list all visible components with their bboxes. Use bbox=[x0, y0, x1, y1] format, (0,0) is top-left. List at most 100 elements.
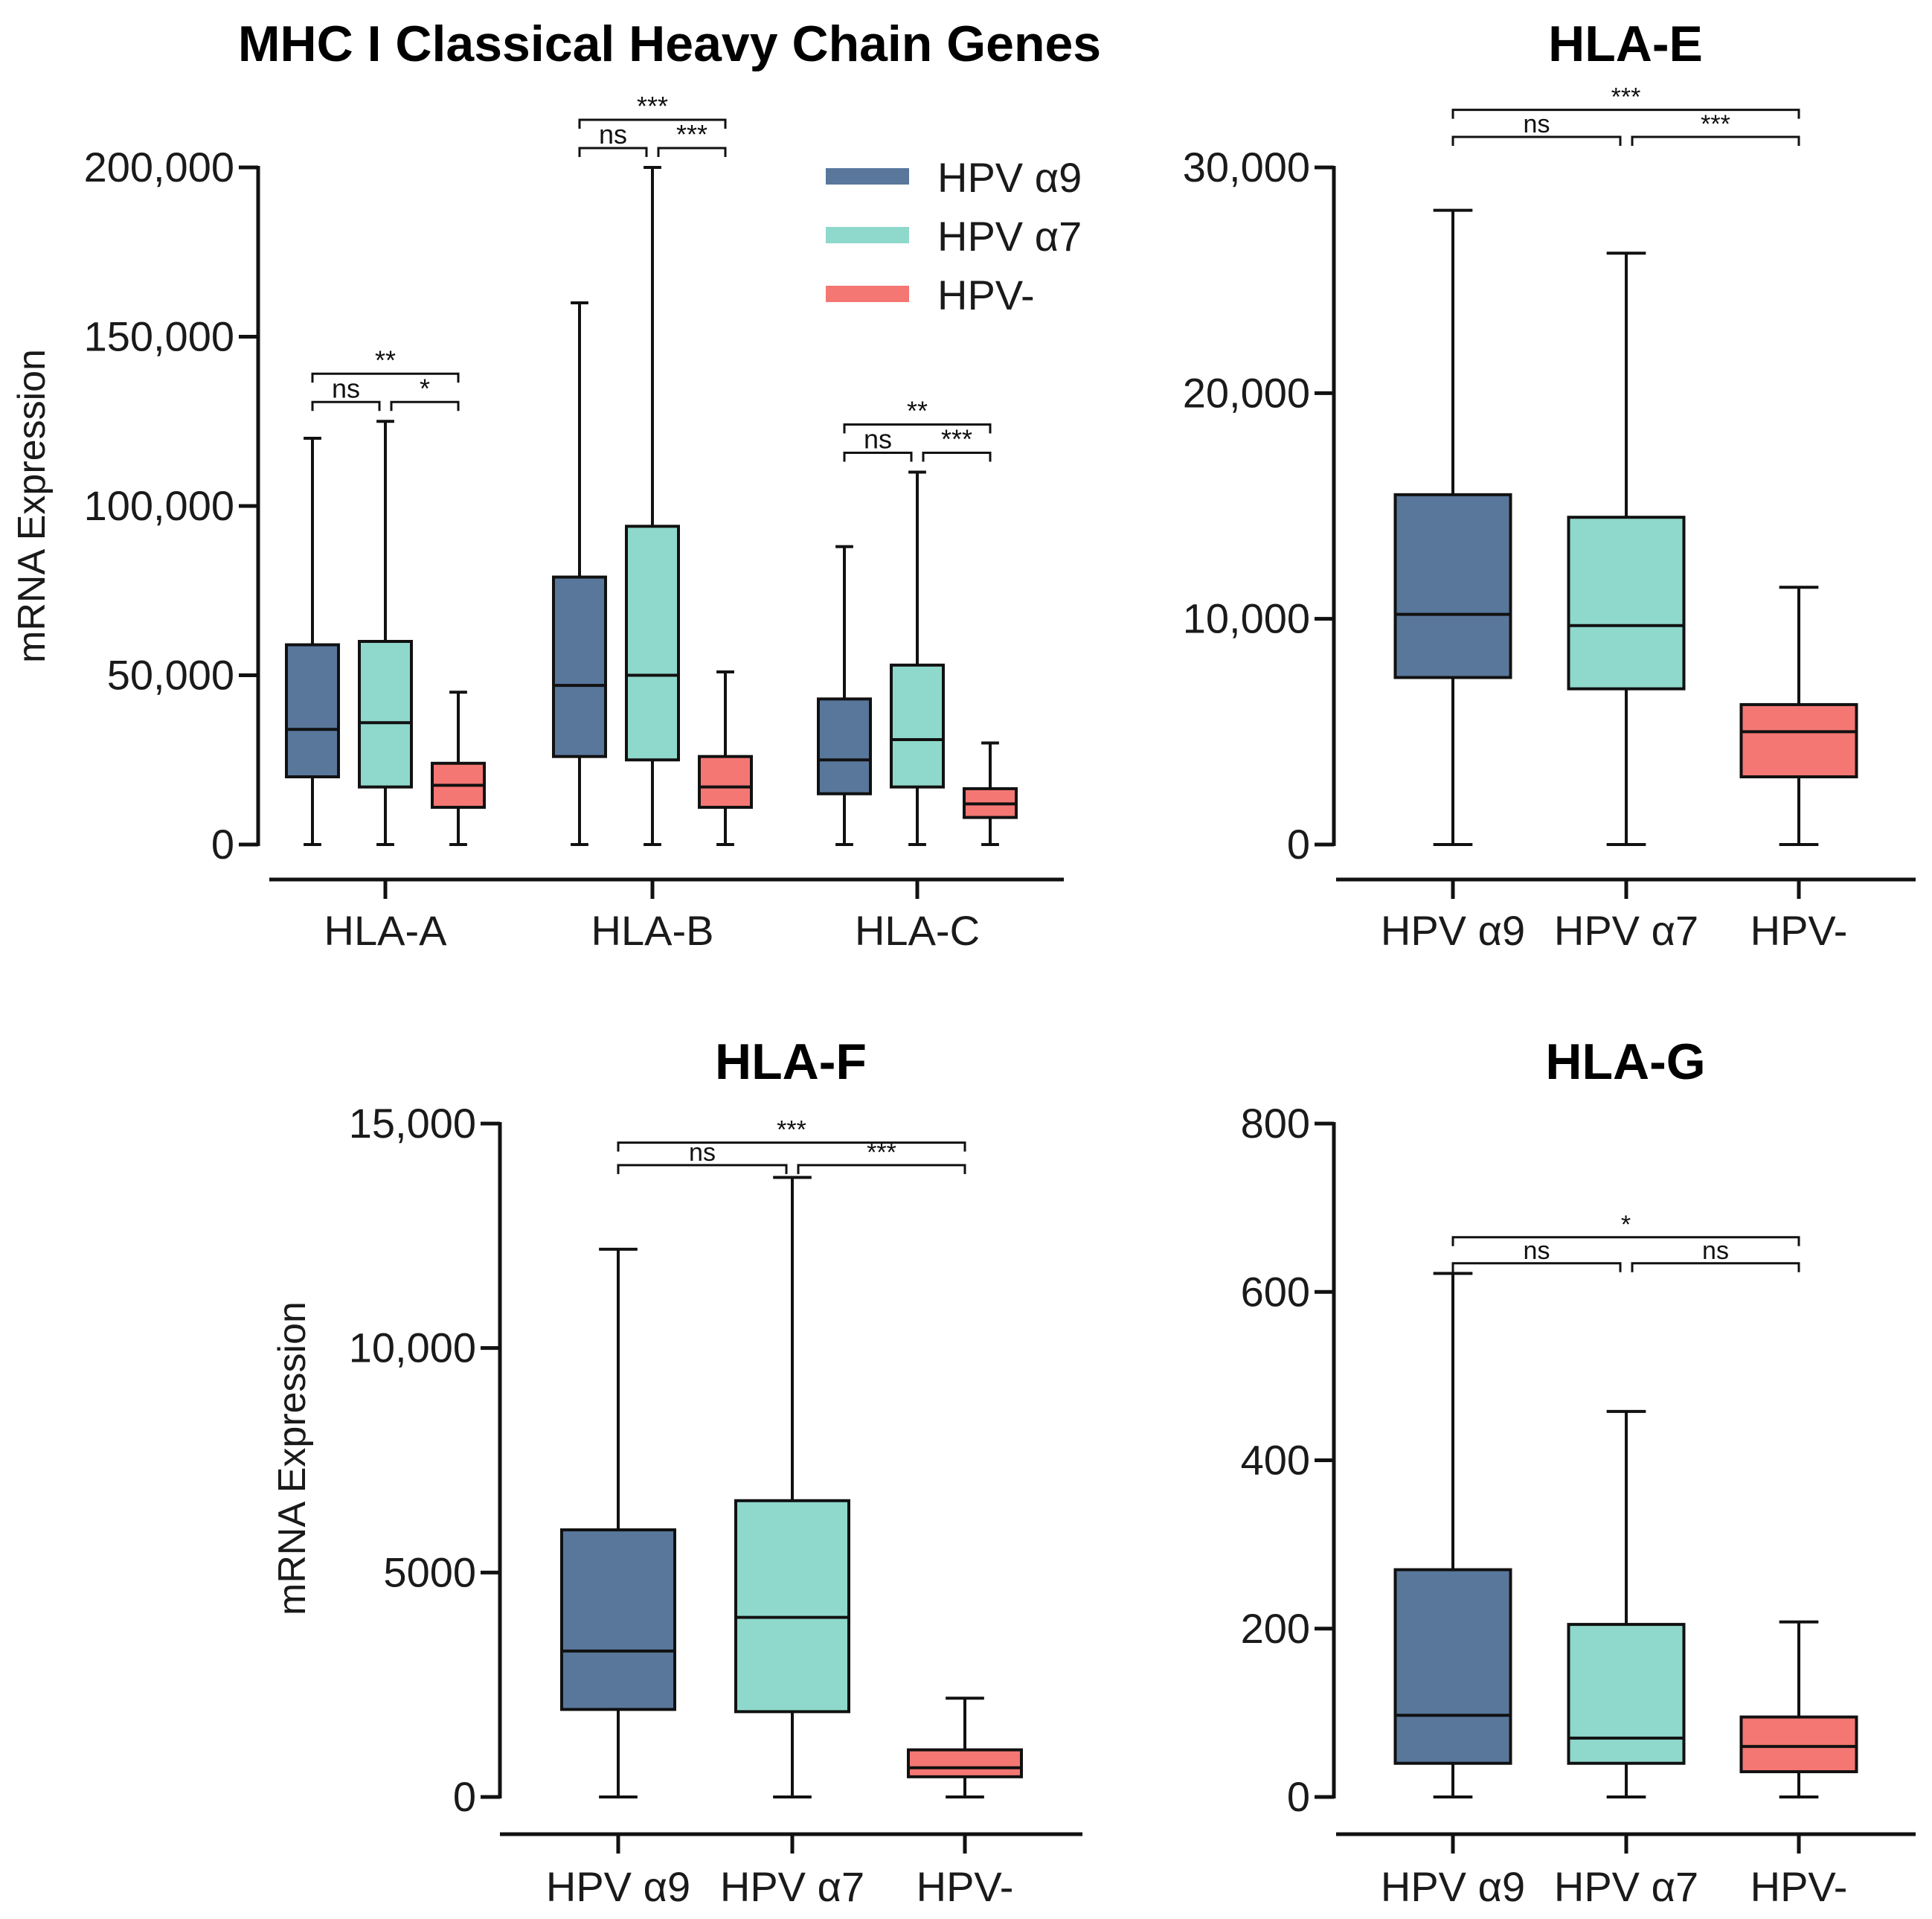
significance-bracket: * bbox=[390, 373, 460, 411]
significance-bracket: * bbox=[1451, 1211, 1800, 1246]
significance-label: ** bbox=[907, 396, 928, 426]
significance-label: ns bbox=[599, 119, 627, 150]
box-0 bbox=[1393, 1272, 1512, 1798]
significance-bracket: *** bbox=[578, 91, 727, 129]
bracket-line bbox=[1451, 109, 1800, 119]
significance-bracket: *** bbox=[657, 119, 727, 157]
panels: MHC I Classical Heavy Chain Genes 0 50,000… bbox=[10, 16, 1916, 1910]
bracket-line bbox=[922, 452, 992, 462]
significance-bracket: *** bbox=[1631, 110, 1800, 147]
y-tick-label: 10,000 bbox=[349, 1324, 476, 1371]
significance-label: ns bbox=[1524, 1237, 1550, 1265]
box-iqr bbox=[1567, 516, 1686, 691]
significance-label: ns bbox=[864, 424, 892, 455]
box-2 bbox=[1739, 586, 1858, 846]
box-iqr bbox=[734, 1499, 850, 1714]
y-tick-label: 5000 bbox=[383, 1548, 476, 1595]
significance-bracket: ** bbox=[843, 396, 992, 434]
box-iqr bbox=[1739, 702, 1858, 779]
y-tick-label: 10,000 bbox=[1183, 595, 1310, 642]
box-iqr bbox=[1393, 1568, 1512, 1765]
y-tick-label: 15,000 bbox=[349, 1100, 476, 1147]
box-iqr bbox=[1567, 1623, 1686, 1765]
significance-label: * bbox=[420, 373, 430, 403]
box-hla-c-1 bbox=[890, 470, 945, 846]
significance-bracket: ns bbox=[311, 373, 381, 411]
box-0 bbox=[560, 1247, 676, 1798]
box-1 bbox=[734, 1176, 850, 1798]
box-iqr bbox=[285, 643, 340, 778]
panel-4: HLA-G 0 200 400 600 800 HPV α9 HPV α7 HPV-ns ns * bbox=[1241, 1034, 1916, 1910]
y-tick-label: 100,000 bbox=[84, 482, 234, 529]
chart-title: HLA-G bbox=[1545, 1034, 1705, 1090]
significance-label: ns bbox=[332, 373, 360, 403]
significance-label: ns bbox=[1702, 1237, 1729, 1265]
significance-label: *** bbox=[777, 1116, 806, 1144]
box-iqr bbox=[358, 640, 413, 789]
x-tick-label: HLA-A bbox=[324, 907, 448, 954]
panel-3: HLA-F 0 5000 10,000 15,000 mRNA Expression HPV… bbox=[271, 1034, 1082, 1910]
significance-label: ns bbox=[1524, 110, 1550, 138]
bracket-line bbox=[1451, 135, 1622, 147]
y-tick-label: 0 bbox=[1287, 821, 1310, 868]
legend-label: HPV α9 bbox=[937, 154, 1082, 201]
bracket-line bbox=[797, 1164, 966, 1174]
y-tick-label: 0 bbox=[453, 1773, 476, 1820]
y-tick-label: 20,000 bbox=[1183, 369, 1310, 416]
box-hla-b-1 bbox=[625, 166, 680, 846]
y-axis-label: mRNA Expression bbox=[10, 349, 54, 663]
y-axis-label: mRNA Expression bbox=[271, 1301, 314, 1615]
significance-label: *** bbox=[637, 91, 668, 121]
significance-bracket: ns bbox=[1631, 1237, 1800, 1272]
y-tick-label: 30,000 bbox=[1183, 144, 1310, 190]
box-iqr bbox=[907, 1748, 1023, 1778]
legend-swatch bbox=[826, 168, 909, 185]
significance-bracket: *** bbox=[1451, 83, 1800, 119]
y-tick-label: 200 bbox=[1241, 1605, 1310, 1652]
box-iqr bbox=[552, 575, 607, 758]
x-tick-label: HPV- bbox=[1750, 1863, 1848, 1910]
bracket-line bbox=[1451, 1262, 1622, 1272]
y-tick-label: 400 bbox=[1241, 1437, 1310, 1484]
y-tick-label: 200,000 bbox=[84, 144, 234, 190]
bracket-line bbox=[578, 147, 648, 157]
legend-item: HPV- bbox=[826, 272, 1035, 318]
x-tick-label: HLA-B bbox=[591, 907, 714, 954]
bracket-line bbox=[617, 1141, 966, 1152]
bracket-line bbox=[843, 423, 992, 434]
significance-label: * bbox=[1621, 1211, 1631, 1239]
box-hla-a-0 bbox=[285, 437, 340, 846]
box-iqr bbox=[890, 663, 945, 789]
box-0 bbox=[1393, 208, 1512, 846]
box-iqr bbox=[1393, 493, 1512, 679]
chart-title: HLA-E bbox=[1548, 16, 1703, 72]
panel-1: MHC I Classical Heavy Chain Genes 0 50,000… bbox=[10, 16, 1101, 954]
box-2 bbox=[907, 1697, 1023, 1798]
bracket-line bbox=[617, 1164, 788, 1174]
significance-bracket: ns bbox=[1451, 1237, 1622, 1272]
x-tick-label: HLA-C bbox=[855, 907, 980, 954]
box-iqr bbox=[1739, 1715, 1858, 1774]
x-tick-label: HPV α9 bbox=[1381, 1863, 1525, 1910]
significance-bracket: ns bbox=[843, 424, 913, 462]
significance-bracket: *** bbox=[922, 424, 992, 462]
bracket-line bbox=[311, 400, 381, 411]
box-iqr bbox=[817, 697, 872, 795]
significance-bracket: ns bbox=[578, 119, 648, 157]
legend: HPV α9 HPV α7 HPV- bbox=[826, 154, 1082, 318]
x-tick-label: HPV α9 bbox=[546, 1863, 690, 1910]
x-tick-label: HPV- bbox=[1750, 907, 1848, 954]
x-tick-label: HPV α9 bbox=[1381, 907, 1525, 954]
significance-label: ** bbox=[375, 345, 396, 375]
bracket-line bbox=[390, 400, 460, 411]
significance-label: *** bbox=[1701, 110, 1730, 138]
bracket-line bbox=[578, 118, 727, 129]
bracket-line bbox=[1451, 1236, 1800, 1246]
significance-bracket: *** bbox=[617, 1116, 966, 1152]
significance-bracket: ns bbox=[1451, 110, 1622, 147]
y-tick-label: 800 bbox=[1241, 1100, 1310, 1147]
box-hla-c-0 bbox=[817, 545, 872, 846]
significance-bracket: ** bbox=[311, 345, 460, 383]
bracket-line bbox=[657, 147, 727, 157]
